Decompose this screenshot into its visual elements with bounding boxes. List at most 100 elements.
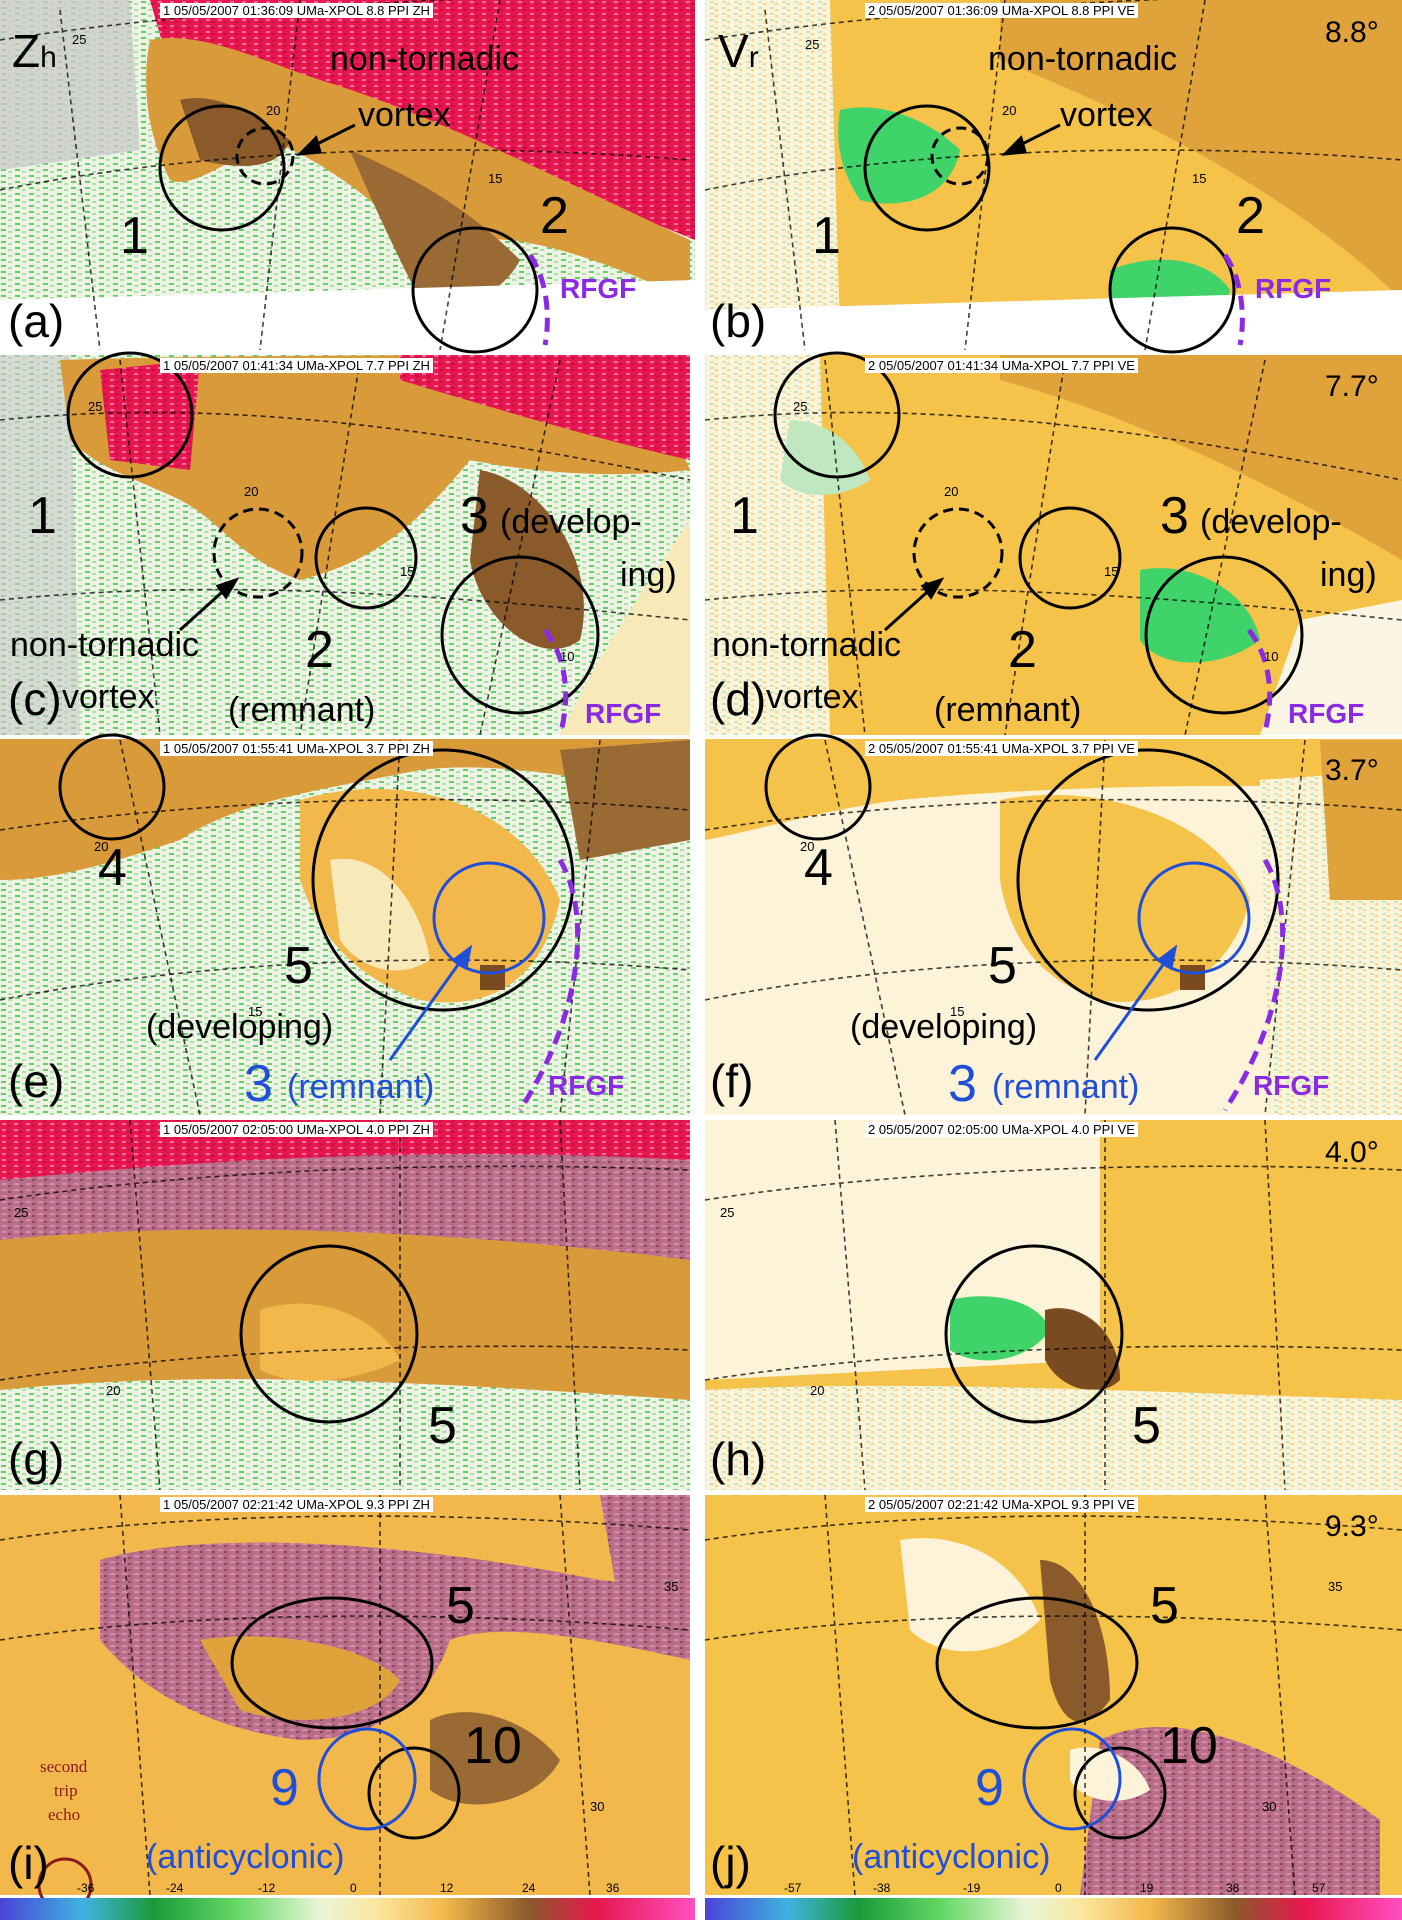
panel-e-label-3: 3 bbox=[244, 1055, 273, 1113]
panel-c-label-ing: ing) bbox=[620, 556, 677, 594]
panel-b-field-main: V bbox=[718, 25, 749, 77]
circle-10-j bbox=[1073, 1746, 1167, 1840]
panel-j-label-10: 10 bbox=[1160, 1717, 1218, 1775]
circle-3-e bbox=[432, 861, 546, 975]
panel-e-range-20: 20 bbox=[94, 839, 109, 854]
panel-a-field: Zh bbox=[12, 28, 57, 74]
panel-a-range-20: 20 bbox=[266, 103, 281, 118]
panel-f-label-developing: (developing) bbox=[850, 1008, 1038, 1046]
panel-d-label-developing: (develop- bbox=[1200, 503, 1342, 541]
circle-4-f bbox=[764, 733, 872, 841]
zh-tick-0: -36 bbox=[77, 1881, 95, 1895]
panel-i-range-35: 35 bbox=[664, 1579, 679, 1594]
panel-c-range-25: 25 bbox=[88, 399, 103, 414]
circle-5-i bbox=[230, 1596, 434, 1730]
ve-tick-1: -38 bbox=[873, 1881, 891, 1895]
panel-d-label-3: 3 bbox=[1160, 487, 1189, 545]
circle-1-d bbox=[773, 351, 901, 479]
panel-g-label-5: 5 bbox=[428, 1397, 457, 1455]
panel-a-label-vortex: vortex bbox=[358, 96, 451, 134]
panel-f-label-5: 5 bbox=[988, 937, 1017, 995]
panel-b-range-15: 15 bbox=[1192, 171, 1207, 186]
panel-i-header: 1 05/05/2007 02:21:42 UMa-XPOL 9.3 PPI Z… bbox=[160, 1497, 433, 1512]
panel-e-label-rfgf: RFGF bbox=[548, 1070, 625, 1101]
ve-tick-2: -19 bbox=[963, 1881, 981, 1895]
panel-f-header: 2 05/05/2007 01:55:41 UMa-XPOL 3.7 PPI V… bbox=[865, 741, 1138, 756]
panel-a-label-2: 2 bbox=[540, 187, 569, 245]
panel-c-label-vortex: vortex bbox=[62, 678, 155, 716]
ve-tick-4: 19 bbox=[1140, 1881, 1154, 1895]
zh-tick-5: 24 bbox=[522, 1881, 536, 1895]
panel-i-label-5: 5 bbox=[446, 1577, 475, 1635]
colorbar-zh bbox=[0, 1898, 695, 1920]
panel-e-label-5: 5 bbox=[284, 937, 313, 995]
panel-i-letter: (i) bbox=[8, 1837, 49, 1889]
panel-d-label-2: 2 bbox=[1008, 621, 1037, 679]
annotation-circles bbox=[58, 104, 1304, 1840]
circle-1-c bbox=[66, 351, 194, 479]
panel-j-label-anticyclonic: (anticyclonic) bbox=[852, 1838, 1051, 1876]
panel-h-label-5: 5 bbox=[1132, 1397, 1161, 1455]
panel-b-label-1: 1 bbox=[812, 207, 841, 265]
panel-b-label-vortex: vortex bbox=[1060, 96, 1153, 134]
panel-d-label-remnant: (remnant) bbox=[934, 691, 1082, 729]
panel-c-label-rfgf: RFGF bbox=[585, 698, 662, 729]
panel-a-letter: (a) bbox=[8, 295, 65, 347]
panel-b-letter: (b) bbox=[710, 295, 767, 347]
panel-f-letter: (f) bbox=[710, 1055, 754, 1107]
panel-h-range-25: 25 bbox=[720, 1205, 735, 1220]
panel-c-header: 1 05/05/2007 01:41:34 UMa-XPOL 7.7 PPI Z… bbox=[160, 358, 433, 373]
rfgf-lines bbox=[517, 253, 1286, 1112]
panel-f-label-remnant: (remnant) bbox=[992, 1068, 1140, 1106]
circle-vortex-b bbox=[930, 126, 990, 186]
panel-a-range-15: 15 bbox=[488, 171, 503, 186]
zh-tick-3: 0 bbox=[350, 1881, 357, 1895]
circle-2-d bbox=[1018, 506, 1122, 610]
panel-d-header: 2 05/05/2007 01:41:34 UMa-XPOL 7.7 PPI V… bbox=[865, 358, 1138, 373]
zh-tick-2: -12 bbox=[258, 1881, 276, 1895]
circle-9-i bbox=[317, 1727, 417, 1831]
panel-j-range-30: 30 bbox=[1262, 1799, 1277, 1814]
circle-9-j bbox=[1022, 1727, 1122, 1831]
panel-j-range-35: 35 bbox=[1328, 1579, 1343, 1594]
panel-h-elevation: 4.0° bbox=[1325, 1136, 1379, 1169]
panel-g-letter: (g) bbox=[8, 1433, 65, 1485]
panel-d-label-vortex: vortex bbox=[766, 678, 859, 716]
panel-b-elevation: 8.8° bbox=[1325, 16, 1379, 49]
circle-5-f bbox=[1016, 748, 1280, 1012]
circle-vortex-a bbox=[235, 126, 295, 186]
panel-h-header: 2 05/05/2007 02:05:00 UMa-XPOL 4.0 PPI V… bbox=[865, 1122, 1138, 1137]
panel-b-label-2: 2 bbox=[1236, 187, 1265, 245]
ve-tick-0: -57 bbox=[784, 1881, 802, 1895]
circle-3-d bbox=[1144, 555, 1304, 715]
panel-i-label-second: second bbox=[40, 1757, 88, 1776]
panel-c bbox=[0, 355, 690, 735]
panel-a-header: 1 05/05/2007 01:36:09 UMa-XPOL 8.8 PPI Z… bbox=[160, 3, 433, 18]
circle-5-e bbox=[311, 748, 575, 1012]
panel-b-range-25: 25 bbox=[805, 37, 820, 52]
panel-c-range-10: 10 bbox=[560, 649, 575, 664]
panel-c-label-1: 1 bbox=[28, 487, 57, 545]
panel-d-label-ing: ing) bbox=[1320, 556, 1377, 594]
panel-e-letter: (e) bbox=[8, 1055, 65, 1107]
panel-d-label-1: 1 bbox=[730, 487, 759, 545]
panel-a-range-25: 25 bbox=[72, 32, 87, 47]
panel-c-letter: (c) bbox=[8, 673, 62, 725]
blue-arrows bbox=[388, 944, 1178, 1061]
zh-tick-4: 12 bbox=[440, 1881, 454, 1895]
panel-b-field: Vr bbox=[718, 28, 759, 74]
panel-i-label-10: 10 bbox=[464, 1717, 522, 1775]
panel-h bbox=[705, 1120, 1402, 1490]
panel-e-range-15: 15 bbox=[248, 1004, 263, 1019]
panel-e-label-developing: (developing) bbox=[146, 1008, 334, 1046]
circle-5-h bbox=[944, 1244, 1124, 1424]
circle-4-e bbox=[58, 733, 166, 841]
panel-d-range-10: 10 bbox=[1264, 649, 1279, 664]
circle-1-a bbox=[158, 104, 286, 232]
panel-d-range-15: 15 bbox=[1104, 564, 1119, 579]
zh-tick-1: -24 bbox=[166, 1881, 184, 1895]
panel-j-letter: (j) bbox=[710, 1837, 751, 1889]
panel-i-label-trip: trip bbox=[54, 1781, 78, 1800]
panel-c-range-20: 20 bbox=[244, 484, 259, 499]
